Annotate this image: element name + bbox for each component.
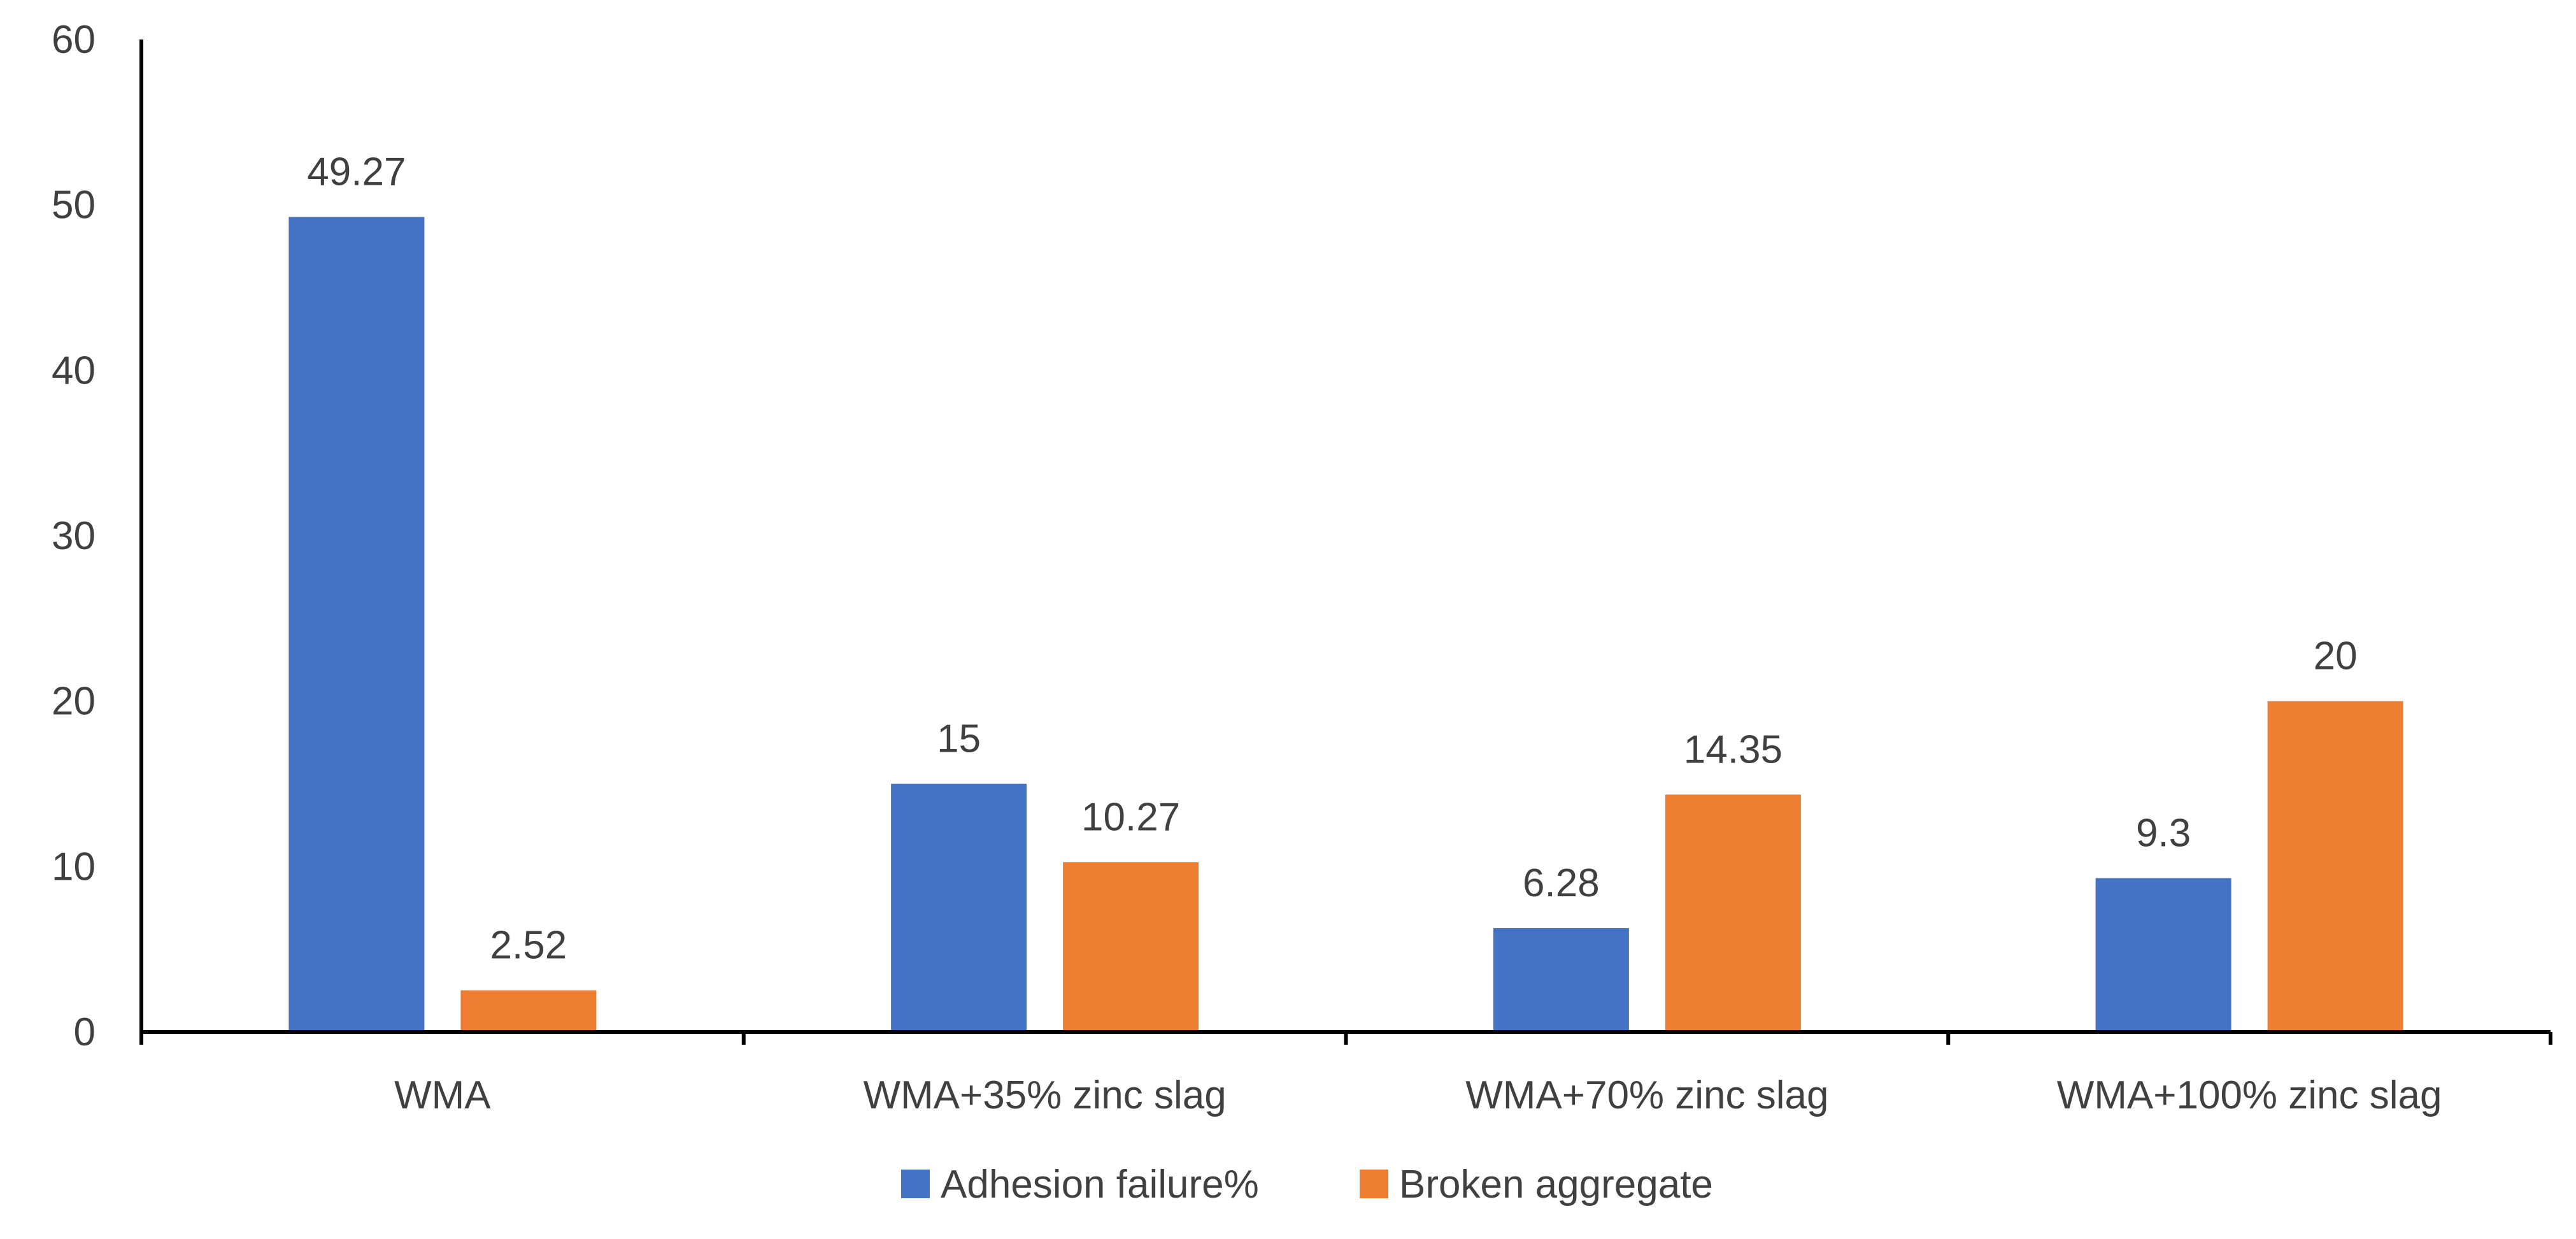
bar: [2095, 878, 2231, 1032]
y-tick-label: 0: [74, 1010, 96, 1054]
bar: [1063, 862, 1199, 1032]
data-label: 20: [2314, 634, 2358, 678]
bar: [891, 784, 1027, 1032]
legend-swatch: [1360, 1170, 1388, 1198]
bar: [2267, 701, 2403, 1032]
y-tick-label: 20: [52, 680, 96, 724]
legend-swatch: [901, 1170, 930, 1198]
legend: Adhesion failure% Broken aggregate: [901, 1163, 1713, 1207]
y-tick-label: 30: [52, 514, 96, 558]
y-tick-label: 40: [52, 348, 96, 392]
bar: [1665, 794, 1801, 1032]
axes: [139, 39, 2552, 1045]
legend-label: Broken aggregate: [1399, 1163, 1713, 1207]
data-label: 9.3: [2136, 812, 2191, 856]
data-label: 15: [937, 717, 981, 761]
category-label: WMA+35% zinc slag: [863, 1073, 1226, 1117]
legend-label: Adhesion failure%: [941, 1163, 1259, 1207]
category-label: WMA+100% zinc slag: [2057, 1073, 2442, 1117]
y-tick-label: 50: [52, 183, 96, 227]
y-tick-label: 60: [52, 18, 96, 62]
category-labels: WMA WMA+35% zinc slag WMA+70% zinc slag WMA…: [394, 1073, 2442, 1117]
data-labels: 49.27 2.52 15 10.27 6.28 14.35 9.3 20: [307, 150, 2357, 968]
data-label: 14.35: [1684, 727, 1783, 771]
bar-series: [288, 217, 2403, 1033]
bar: [1493, 927, 1629, 1032]
data-label: 49.27: [307, 150, 406, 194]
y-axis-ticks: 0 10 20 30 40 50 60: [52, 18, 96, 1054]
y-tick-label: 10: [52, 845, 96, 889]
data-label: 10.27: [1081, 795, 1180, 839]
category-label: WMA: [394, 1073, 491, 1117]
category-label: WMA+70% zinc slag: [1465, 1073, 1828, 1117]
data-label: 6.28: [1523, 861, 1600, 905]
data-label: 2.52: [490, 924, 567, 968]
bar: [460, 990, 597, 1032]
bar: [288, 217, 425, 1033]
